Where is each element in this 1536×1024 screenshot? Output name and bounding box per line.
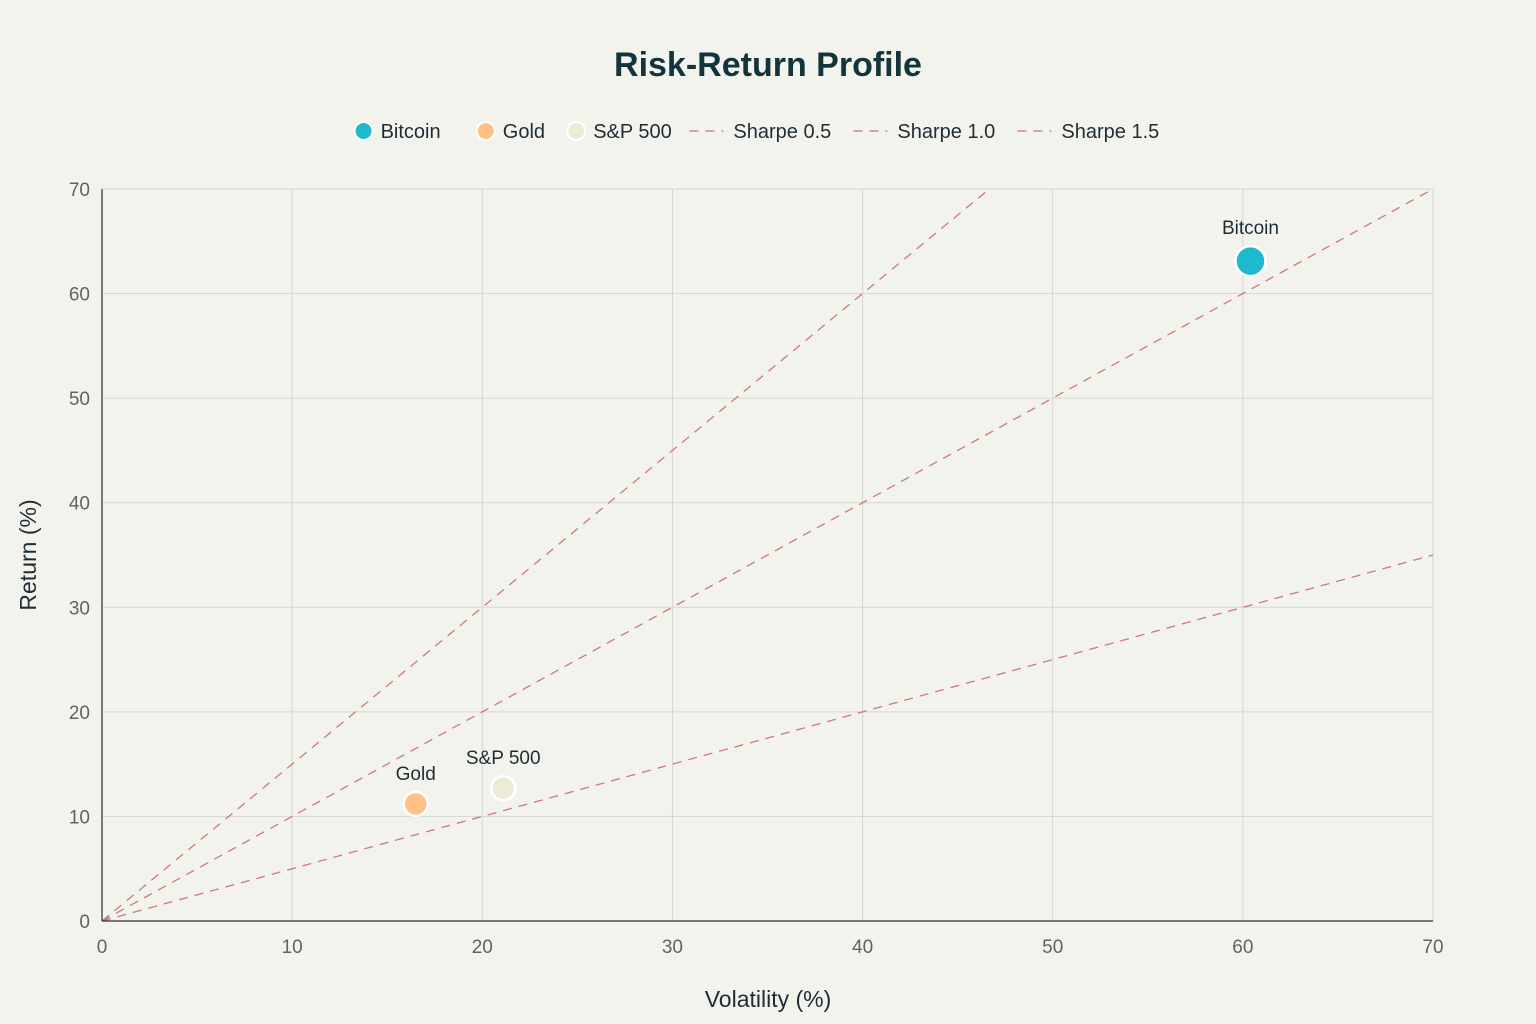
data-label: S&P 500 bbox=[466, 748, 541, 769]
legend-label: Sharpe 0.5 bbox=[733, 121, 831, 143]
legend-item: S&P 500 bbox=[566, 121, 672, 143]
data-label: Bitcoin bbox=[1222, 218, 1279, 239]
y-axis-title: Return (%) bbox=[15, 499, 41, 610]
x-tick-label: 20 bbox=[472, 937, 493, 958]
data-point bbox=[402, 790, 429, 818]
legend-label: Sharpe 1.5 bbox=[1061, 121, 1159, 143]
x-tick-label: 30 bbox=[662, 937, 683, 958]
sharpe-line bbox=[101, 188, 1434, 922]
legend-label: S&P 500 bbox=[593, 121, 672, 143]
legend-item: Sharpe 1.5 bbox=[1017, 121, 1159, 143]
x-tick-label: 0 bbox=[97, 937, 108, 958]
data-point bbox=[489, 774, 517, 802]
x-tick-label: 50 bbox=[1042, 937, 1063, 958]
y-tick-label: 20 bbox=[69, 703, 90, 724]
y-tick-label: 10 bbox=[69, 807, 90, 828]
y-tick-label: 40 bbox=[69, 494, 90, 515]
data-point bbox=[1234, 244, 1267, 278]
chart-title: Risk-Return Profile bbox=[614, 46, 922, 84]
legend-item: Gold bbox=[475, 121, 545, 143]
grid bbox=[102, 188, 1434, 921]
legend-marker bbox=[353, 121, 374, 141]
legend-label: Gold bbox=[503, 121, 545, 143]
x-tick-label: 60 bbox=[1232, 937, 1253, 958]
legend-item: Sharpe 0.5 bbox=[689, 121, 831, 143]
legend-label: Bitcoin bbox=[381, 121, 441, 143]
y-tick-label: 30 bbox=[69, 598, 90, 619]
x-axis-title: Volatility (%) bbox=[705, 986, 832, 1012]
axes: 0 10 20 30 40 50 60 70 0 10 20 30 40 50 60 70 bbox=[69, 180, 1444, 958]
x-tick-label: 70 bbox=[1422, 937, 1443, 958]
y-tick-label: 60 bbox=[69, 285, 90, 306]
legend-item: Sharpe 1.0 bbox=[853, 121, 995, 143]
sharpe-reference-lines bbox=[101, 187, 1434, 922]
legend-marker bbox=[566, 121, 587, 141]
legend: Bitcoin Gold S&P 500 Sharpe 0.5 Sharpe 1.0 Sh… bbox=[353, 121, 1159, 143]
data-points: Bitcoin Gold S&P 500 bbox=[396, 218, 1279, 818]
legend-item: Bitcoin bbox=[353, 121, 441, 143]
y-tick-label: 50 bbox=[69, 389, 90, 410]
x-tick-label: 40 bbox=[852, 937, 873, 958]
legend-marker bbox=[475, 121, 496, 141]
x-tick-label: 10 bbox=[282, 937, 303, 958]
data-label: Gold bbox=[396, 764, 436, 785]
sharpe-line bbox=[101, 187, 991, 922]
sharpe-line bbox=[101, 554, 1434, 922]
y-tick-label: 0 bbox=[79, 912, 90, 933]
legend-label: Sharpe 1.0 bbox=[897, 121, 995, 143]
y-tick-label: 70 bbox=[69, 180, 90, 201]
